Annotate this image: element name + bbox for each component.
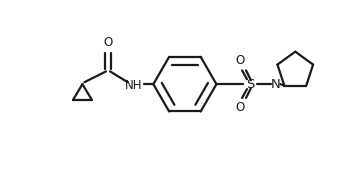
Text: S: S <box>246 78 254 91</box>
Text: O: O <box>104 36 112 49</box>
Text: N: N <box>271 78 281 91</box>
Text: O: O <box>235 54 245 67</box>
Text: NH: NH <box>125 79 142 92</box>
Text: O: O <box>235 101 245 114</box>
